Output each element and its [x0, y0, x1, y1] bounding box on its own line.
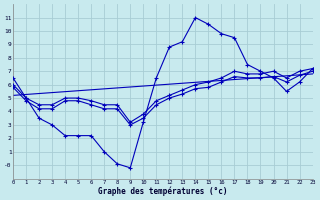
X-axis label: Graphe des températures (°c): Graphe des températures (°c) [98, 186, 228, 196]
